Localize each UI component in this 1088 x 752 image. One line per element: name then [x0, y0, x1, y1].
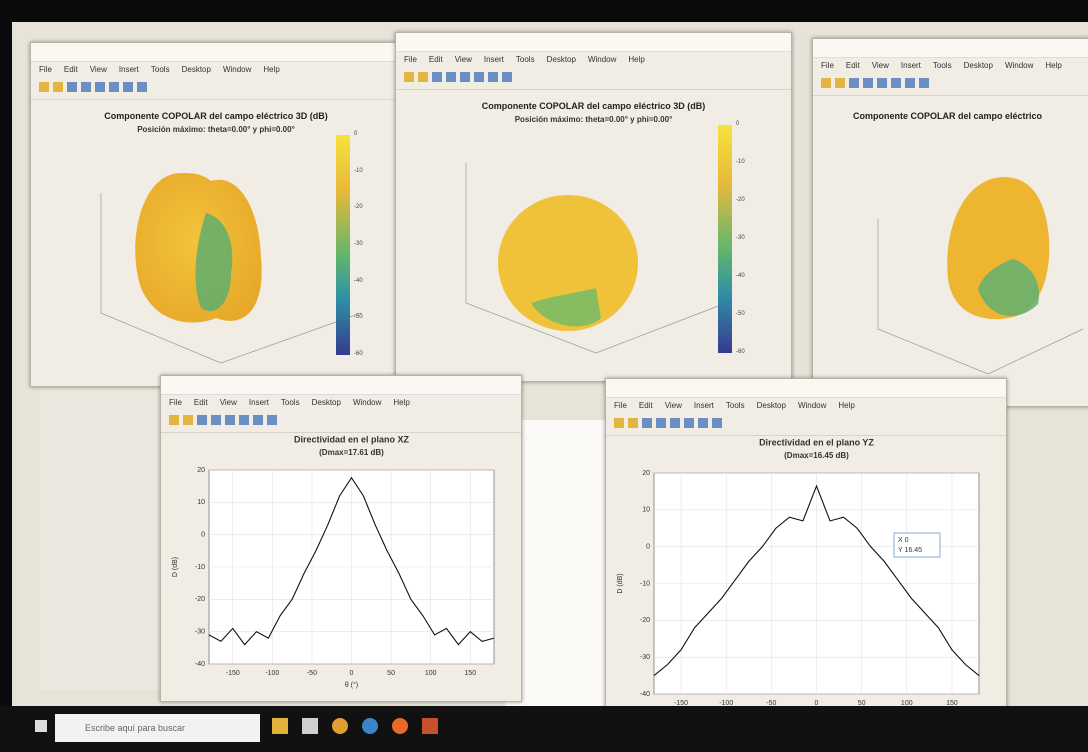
menu-bar: File Edit View Insert Tools Desktop Window Help: [161, 395, 521, 414]
colorbar-tick-label: -30: [736, 235, 745, 241]
colorbar-tick-label: -20: [736, 197, 745, 203]
menu-item[interactable]: Window: [798, 401, 826, 417]
y-tick-label: -30: [640, 654, 650, 661]
menu-item[interactable]: Insert: [249, 398, 269, 414]
taskbar-icon[interactable]: [392, 718, 408, 734]
y-tick-label: 20: [197, 467, 205, 474]
colorbar-tick-label: -10: [354, 168, 363, 174]
y-tick-label: -40: [640, 691, 650, 698]
y-axis-label: D (dB): [617, 573, 624, 593]
menu-item[interactable]: View: [665, 401, 682, 417]
x-tick-label: 0: [350, 670, 354, 677]
matlab-panel: [40, 390, 170, 690]
menu-item[interactable]: Desktop: [312, 398, 341, 414]
figure-window[interactable]: File Edit View Insert Tools Desktop Window Help…: [605, 378, 1007, 732]
plot-subtitle: (Dmax=17.61 dB): [319, 448, 384, 457]
menu-item[interactable]: Help: [838, 401, 854, 417]
y-tick-label: -40: [195, 661, 205, 668]
taskbar-icon[interactable]: [332, 718, 348, 734]
x-axis-label: θ (°): [345, 681, 358, 689]
colorbar: [336, 135, 350, 355]
menu-item[interactable]: Help: [393, 398, 409, 414]
y-tick-label: 0: [646, 544, 650, 551]
colorbar-tick-label: -60: [736, 349, 745, 355]
directivity-plot: Directividad en el plano XZ (Dmax=17.61 d…: [161, 428, 519, 696]
menu-item[interactable]: Insert: [694, 401, 714, 417]
menu-bar: File Edit View Insert Tools Desktop Window Help: [606, 398, 1006, 417]
title-bar: [606, 379, 1006, 398]
menu-item[interactable]: Tools: [726, 401, 745, 417]
y-axis-label: D (dB): [172, 557, 179, 577]
y-tick-label: -10: [640, 580, 650, 587]
colorbar-tick-label: -30: [354, 241, 363, 247]
x-tick-label: -150: [226, 670, 240, 677]
colorbar-tick-label: -20: [354, 204, 363, 210]
x-tick-label: 100: [425, 670, 437, 677]
taskbar: Escribe aquí para buscar: [0, 706, 1088, 752]
datatip-text: X 0: [898, 537, 909, 544]
x-tick-label: -100: [265, 670, 279, 677]
taskbar-icon[interactable]: [302, 718, 318, 734]
y-tick-label: -10: [195, 564, 205, 571]
menu-item[interactable]: Edit: [194, 398, 208, 414]
screen: File Edit View Insert Tools Desktop Window Help…: [0, 0, 1088, 752]
y-tick-label: -30: [195, 629, 205, 636]
menu-item[interactable]: Window: [353, 398, 381, 414]
colorbar: [718, 125, 732, 353]
taskbar-icon[interactable]: [422, 718, 438, 734]
code-editor: [505, 420, 620, 720]
menu-item[interactable]: Tools: [281, 398, 300, 414]
colorbar-tick-label: -40: [354, 278, 363, 284]
menu-item[interactable]: File: [169, 398, 182, 414]
figure-window[interactable]: File Edit View Insert Tools Desktop Window Help…: [160, 375, 522, 702]
menu-item[interactable]: Desktop: [757, 401, 786, 417]
search-box[interactable]: Escribe aquí para buscar: [55, 714, 260, 742]
colorbar-tick-label: -40: [736, 273, 745, 279]
y-tick-label: 0: [201, 532, 205, 539]
colorbar-tick-label: 0: [354, 131, 357, 137]
colorbar-tick-label: -60: [354, 351, 363, 357]
start-button[interactable]: [35, 720, 47, 732]
plot-title: Directividad en el plano YZ: [759, 437, 874, 447]
title-bar: [161, 376, 521, 395]
taskbar-icon[interactable]: [272, 718, 288, 734]
plot-title: Directividad en el plano XZ: [294, 434, 410, 444]
x-tick-label: 50: [387, 670, 395, 677]
y-tick-label: -20: [195, 596, 205, 603]
y-tick-label: -20: [640, 617, 650, 624]
x-tick-label: 150: [464, 670, 476, 677]
datatip-text: Y 16.45: [898, 547, 922, 554]
menu-item[interactable]: File: [614, 401, 627, 417]
plot-subtitle: (Dmax=16.45 dB): [784, 451, 849, 460]
menu-item[interactable]: View: [220, 398, 237, 414]
colorbar-tick-label: -10: [736, 159, 745, 165]
y-tick-label: 10: [642, 507, 650, 514]
y-tick-label: 10: [197, 499, 205, 506]
pattern-3d: [813, 39, 1088, 406]
menu-item[interactable]: Edit: [639, 401, 653, 417]
y-tick-label: 20: [642, 470, 650, 477]
x-tick-label: -50: [307, 670, 317, 677]
colorbar-tick-label: 0: [736, 121, 739, 127]
directivity-plot: Directividad en el plano YZ (Dmax=16.45 d…: [606, 431, 1004, 726]
colorbar-tick-label: -50: [354, 314, 363, 320]
colorbar-tick-label: -50: [736, 311, 745, 317]
taskbar-icon[interactable]: [362, 718, 378, 734]
